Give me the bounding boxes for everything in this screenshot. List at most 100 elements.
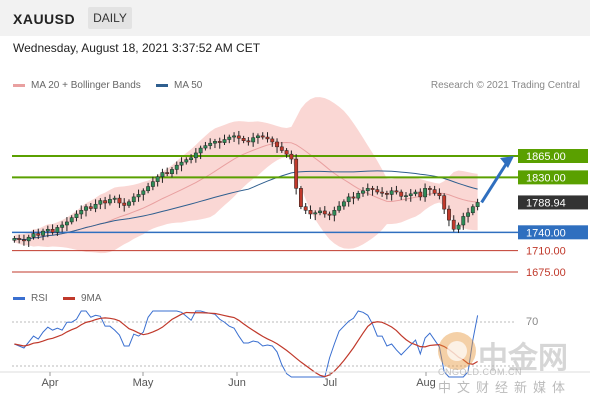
candle-body (64, 221, 69, 226)
candle-body (213, 141, 217, 144)
ma50-label: MA 50 (174, 80, 203, 91)
x-label-Jul: Jul (323, 377, 337, 389)
candle-body (380, 191, 385, 194)
candle-body (384, 192, 389, 195)
candle-body (203, 145, 208, 149)
candle-body (112, 197, 117, 200)
target-arrow-shaft (480, 160, 510, 204)
candle-body (461, 216, 466, 226)
ma20-label: MA 20 + Bollinger Bands (31, 80, 141, 91)
candle-body (217, 141, 222, 143)
candle-body (260, 135, 265, 138)
candle-body (117, 197, 122, 204)
candle-body (337, 205, 342, 211)
legend-rsi: RSI (13, 293, 48, 304)
candle-body (26, 236, 31, 242)
candle-body (298, 188, 303, 207)
candle-body (408, 193, 413, 196)
ma9-label: 9MA (81, 293, 102, 304)
symbol-label: XAUUSD (13, 11, 76, 27)
candle-body (208, 142, 213, 146)
legend-ma50: MA 50 (156, 80, 202, 91)
rsi-swatch (13, 296, 25, 300)
ma9-swatch (63, 296, 75, 300)
candle-body (418, 191, 423, 198)
candle-body (165, 172, 170, 174)
candle-body (55, 227, 60, 233)
x-label-Aug: Aug (416, 377, 436, 389)
candle-body (365, 188, 370, 192)
candle-body (466, 212, 470, 217)
candle-body (227, 136, 232, 140)
candle-body (322, 210, 327, 215)
candle-body (394, 190, 399, 193)
candle-body (103, 200, 108, 204)
candle-body (356, 192, 361, 199)
candle-body (74, 213, 79, 218)
level-tag-1865.00 (518, 149, 588, 163)
candle-body (60, 224, 65, 228)
candle-body (332, 210, 337, 216)
candle-body (294, 158, 299, 189)
candle-body (413, 191, 418, 195)
candle-body (451, 219, 456, 230)
candle-body (150, 181, 155, 187)
candle-body (193, 152, 198, 159)
candle-body (475, 202, 480, 207)
candle-body (341, 201, 346, 207)
candle-body (389, 190, 394, 195)
candle-body (174, 164, 179, 170)
top-bar: XAUUSD DAILY (0, 0, 590, 36)
candle-body (31, 233, 36, 238)
candle-body (427, 188, 432, 190)
candle-body (232, 135, 236, 138)
legend-ma20: MA 20 + Bollinger Bands (13, 80, 141, 91)
candle-body (303, 206, 308, 211)
candle-body (122, 202, 127, 206)
candle-body (265, 136, 270, 140)
candle-body (456, 224, 461, 230)
candle-body (131, 196, 136, 203)
candle-body (88, 206, 93, 209)
candle-body (275, 141, 279, 148)
level-tag-1830.00 (518, 170, 588, 185)
candle-body (12, 238, 17, 241)
level-label-1788.94: 1788.94 (526, 197, 566, 209)
target-arrow-head (500, 156, 514, 168)
candle-body (437, 192, 442, 196)
x-label-Apr: Apr (41, 377, 58, 389)
rsi-line (14, 310, 479, 378)
candle-body (17, 238, 22, 240)
candle-body (79, 210, 84, 215)
candle-body (370, 188, 375, 190)
candle-body (375, 189, 380, 193)
level-label-1865.00: 1865.00 (526, 151, 566, 163)
watermark-brand: 中金网 (478, 341, 568, 376)
candle-body (146, 186, 151, 192)
candle-body (256, 135, 260, 138)
candle-body (313, 212, 318, 215)
candle-body (69, 217, 74, 223)
timeframe-button[interactable]: DAILY (88, 7, 132, 29)
rsi-ma-line (14, 311, 478, 378)
candle-body (155, 176, 160, 182)
ma50-line (14, 170, 478, 241)
candle-body (404, 195, 408, 197)
candle-body (179, 161, 184, 166)
candle-body (432, 189, 437, 194)
level-label-1740.00: 1740.00 (526, 227, 566, 239)
candle-body (289, 153, 294, 160)
candle-body (22, 239, 26, 242)
level-label-1830.00: 1830.00 (526, 172, 566, 184)
level-tag-1788.94 (518, 195, 588, 210)
candle-body (423, 188, 428, 198)
candle-body (284, 150, 289, 155)
candle-body (184, 159, 189, 163)
credit-text: Research © 2021 Trading Central (430, 80, 580, 91)
candle-body (107, 199, 112, 204)
rsi-axis-label: 70 (526, 316, 538, 328)
candle-body (399, 191, 404, 197)
candle-body (361, 190, 365, 194)
watermark-logo-inner (447, 341, 467, 361)
bollinger-band (14, 97, 478, 254)
